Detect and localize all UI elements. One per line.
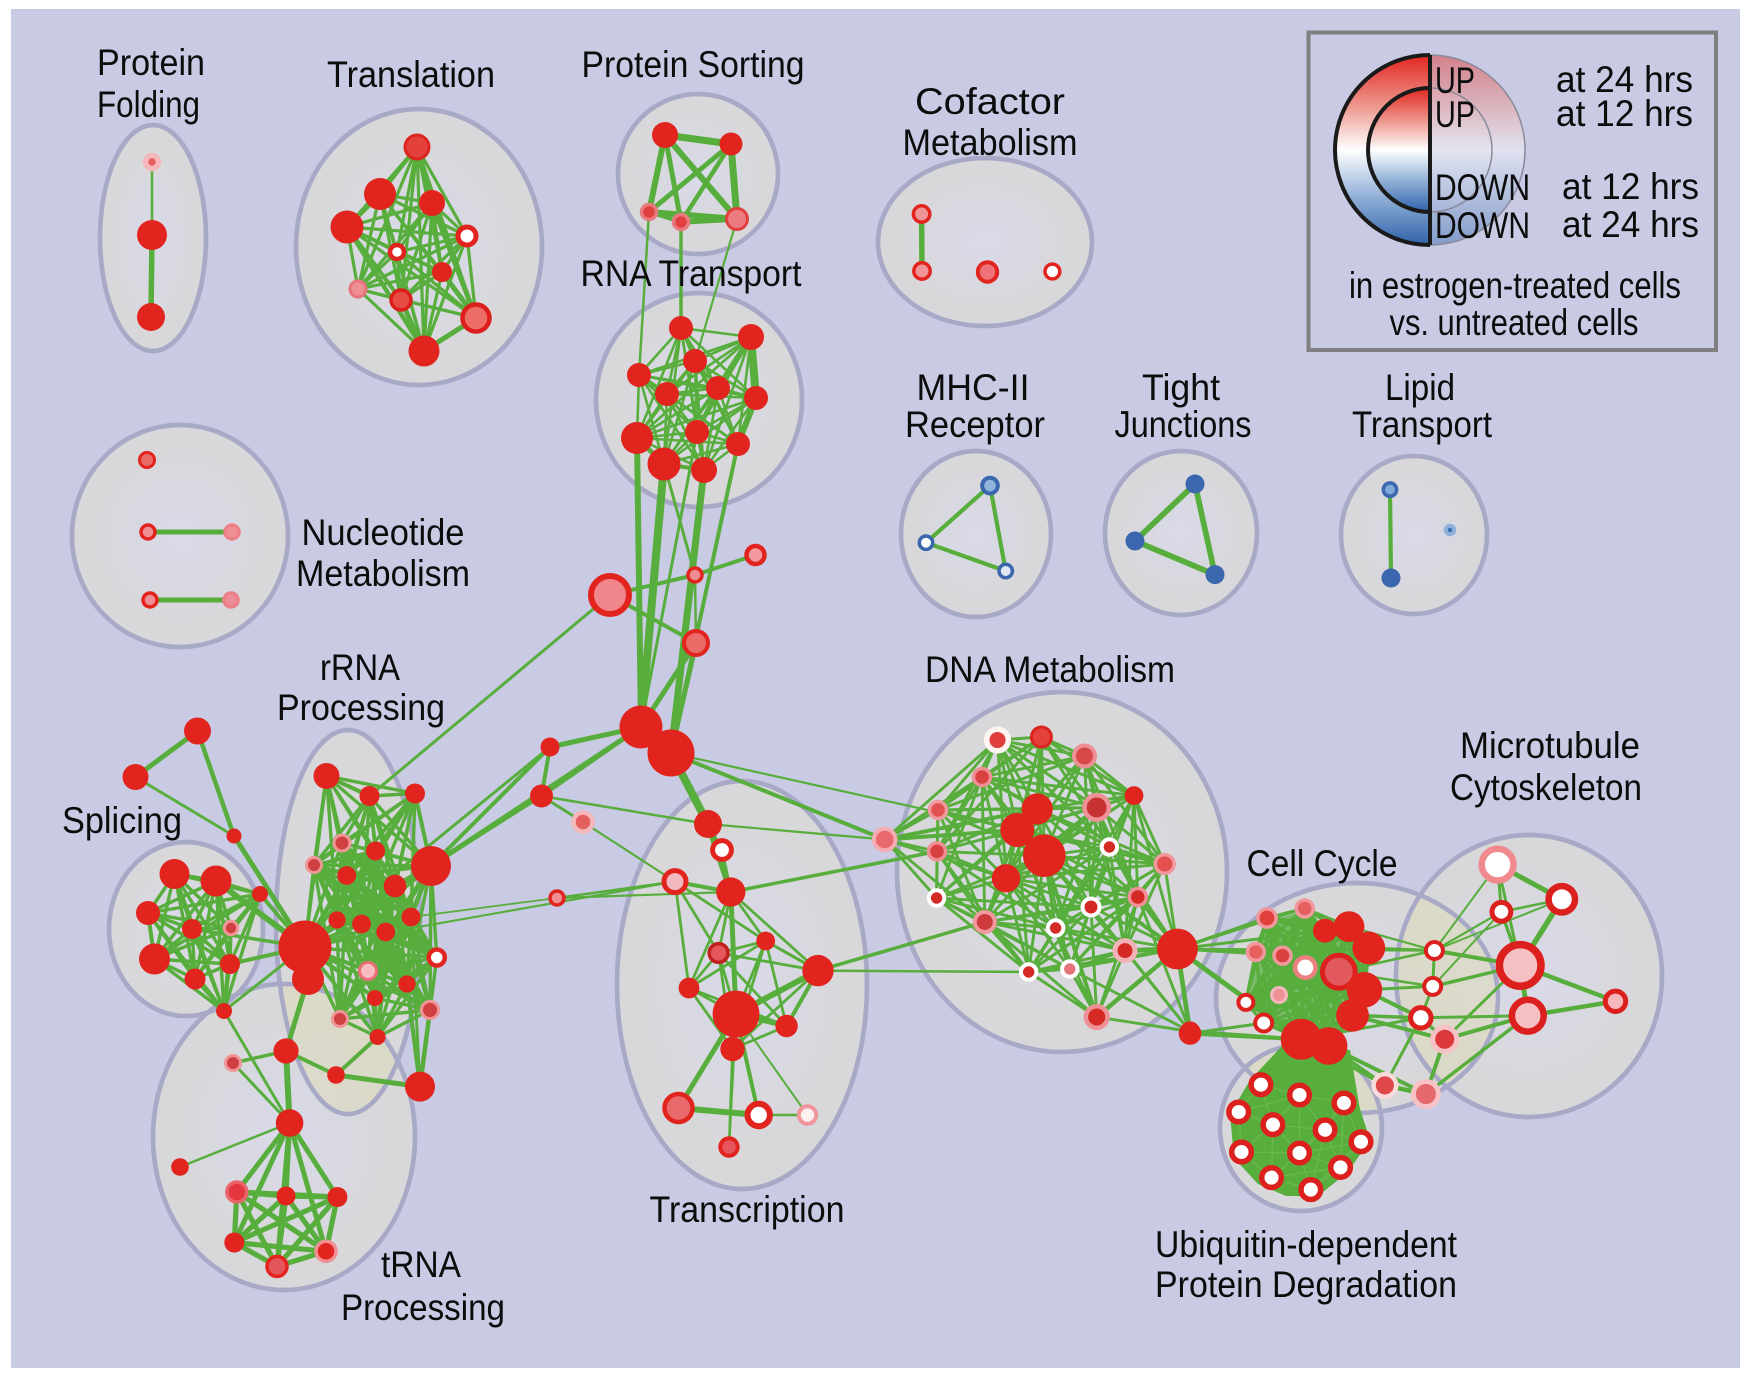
svg-text:DNA Metabolism: DNA Metabolism <box>925 649 1175 690</box>
svg-text:Junctions: Junctions <box>1115 404 1252 445</box>
svg-text:Receptor: Receptor <box>905 404 1045 445</box>
svg-text:at 24 hrs: at 24 hrs <box>1562 204 1699 245</box>
svg-text:DOWN: DOWN <box>1435 167 1530 208</box>
svg-text:Folding: Folding <box>97 84 200 125</box>
svg-text:Transcription: Transcription <box>650 1189 845 1230</box>
svg-text:DOWN: DOWN <box>1435 205 1530 246</box>
svg-text:Protein Degradation: Protein Degradation <box>1155 1264 1457 1305</box>
svg-text:Microtubule: Microtubule <box>1460 725 1640 766</box>
svg-text:Lipid: Lipid <box>1385 367 1455 408</box>
svg-text:Metabolism: Metabolism <box>296 553 470 594</box>
svg-text:vs. untreated cells: vs. untreated cells <box>1390 302 1639 343</box>
svg-text:tRNA: tRNA <box>381 1244 461 1285</box>
svg-text:Cytoskeleton: Cytoskeleton <box>1450 767 1642 808</box>
svg-text:at 12 hrs: at 12 hrs <box>1562 166 1699 207</box>
svg-text:Cofactor: Cofactor <box>915 81 1065 122</box>
svg-text:Nucleotide: Nucleotide <box>302 512 465 553</box>
svg-text:UP: UP <box>1435 94 1475 135</box>
svg-text:rRNA: rRNA <box>320 647 400 688</box>
svg-text:Translation: Translation <box>327 54 495 95</box>
svg-text:Protein: Protein <box>97 42 205 83</box>
svg-text:Splicing: Splicing <box>62 800 182 841</box>
svg-text:UP: UP <box>1435 60 1475 101</box>
svg-text:in estrogen-treated cells: in estrogen-treated cells <box>1349 265 1681 306</box>
svg-text:Ubiquitin-dependent: Ubiquitin-dependent <box>1155 1224 1458 1265</box>
svg-text:Tight: Tight <box>1142 367 1221 408</box>
svg-text:Cell Cycle: Cell Cycle <box>1247 843 1398 884</box>
svg-text:RNA Transport: RNA Transport <box>581 253 803 294</box>
svg-text:Transport: Transport <box>1352 404 1493 445</box>
svg-text:at 12 hrs: at 12 hrs <box>1556 93 1693 134</box>
svg-text:Processing: Processing <box>341 1287 505 1328</box>
svg-text:at 24 hrs: at 24 hrs <box>1556 59 1693 100</box>
svg-text:Metabolism: Metabolism <box>903 122 1078 163</box>
svg-text:Protein Sorting: Protein Sorting <box>582 44 805 85</box>
svg-text:MHC-II: MHC-II <box>917 367 1030 408</box>
svg-text:Processing: Processing <box>277 687 445 728</box>
